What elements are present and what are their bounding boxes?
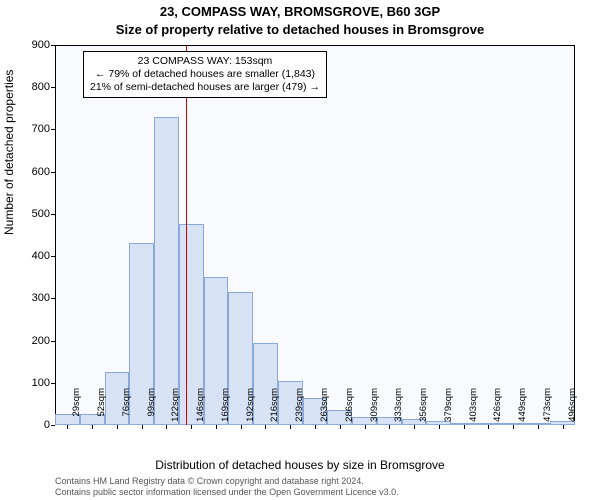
chart-title-sub: Size of property relative to detached ho… [0,22,600,37]
x-tick-mark [340,425,341,429]
y-axis-label: Number of detached properties [2,70,16,235]
y-tick-label: 400 [20,250,50,262]
x-tick-mark [414,425,415,429]
footer-line2: Contains public sector information licen… [55,487,575,498]
x-tick-mark [166,425,167,429]
chart-title-main: 23, COMPASS WAY, BROMSGROVE, B60 3GP [0,4,600,19]
annotation-line1: 23 COMPASS WAY: 153sqm [90,55,320,68]
x-tick-mark [389,425,390,429]
y-tick-label: 500 [20,208,50,220]
x-tick-label: 29sqm [71,388,82,428]
x-tick-mark [563,425,564,429]
y-tick-label: 100 [20,377,50,389]
x-tick-label: 286sqm [344,388,355,428]
y-tick-mark [51,129,55,130]
y-tick-mark [51,87,55,88]
x-tick-mark [315,425,316,429]
y-tick-mark [51,425,55,426]
x-tick-label: 449sqm [517,388,528,428]
x-tick-mark [464,425,465,429]
y-tick-mark [51,298,55,299]
x-tick-mark [538,425,539,429]
x-tick-mark [513,425,514,429]
x-tick-label: 146sqm [195,388,206,428]
x-tick-mark [365,425,366,429]
x-tick-mark [67,425,68,429]
x-tick-label: 216sqm [269,388,280,428]
x-tick-label: 356sqm [418,388,429,428]
annotation-box: 23 COMPASS WAY: 153sqm ← 79% of detached… [83,51,327,98]
y-tick-label: 600 [20,166,50,178]
x-tick-mark [488,425,489,429]
annotation-line2: ← 79% of detached houses are smaller (1,… [90,68,320,81]
x-tick-mark [265,425,266,429]
x-tick-label: 426sqm [492,388,503,428]
x-tick-mark [216,425,217,429]
x-tick-mark [117,425,118,429]
x-tick-label: 309sqm [369,388,380,428]
x-tick-label: 52sqm [96,388,107,428]
x-tick-mark [290,425,291,429]
x-tick-label: 333sqm [393,388,404,428]
footer-line1: Contains HM Land Registry data © Crown c… [55,476,575,487]
y-tick-label: 0 [20,419,50,431]
y-tick-mark [51,256,55,257]
x-tick-mark [241,425,242,429]
annotation-line3: 21% of semi-detached houses are larger (… [90,81,320,94]
y-tick-mark [51,172,55,173]
y-tick-label: 700 [20,123,50,135]
x-tick-mark [92,425,93,429]
x-tick-label: 192sqm [245,388,256,428]
x-tick-label: 403sqm [468,388,479,428]
footer-attribution: Contains HM Land Registry data © Crown c… [55,476,575,498]
y-tick-label: 200 [20,335,50,347]
y-tick-mark [51,383,55,384]
y-tick-label: 800 [20,81,50,93]
y-tick-label: 900 [20,39,50,51]
x-tick-label: 263sqm [319,388,330,428]
x-axis-label: Distribution of detached houses by size … [0,458,600,472]
histogram-bar [154,117,179,425]
x-tick-label: 122sqm [170,388,181,428]
chart-area: 0100200300400500600700800900 29sqm52sqm7… [55,45,575,425]
y-tick-mark [51,341,55,342]
x-tick-label: 379sqm [443,388,454,428]
x-tick-label: 99sqm [146,388,157,428]
x-tick-mark [191,425,192,429]
x-tick-label: 76sqm [121,388,132,428]
x-tick-label: 496sqm [567,388,578,428]
x-tick-mark [439,425,440,429]
x-tick-label: 169sqm [220,388,231,428]
x-tick-label: 473sqm [542,388,553,428]
reference-line [186,45,187,425]
y-tick-label: 300 [20,292,50,304]
y-tick-mark [51,45,55,46]
y-tick-mark [51,214,55,215]
x-tick-mark [142,425,143,429]
x-tick-label: 239sqm [294,388,305,428]
